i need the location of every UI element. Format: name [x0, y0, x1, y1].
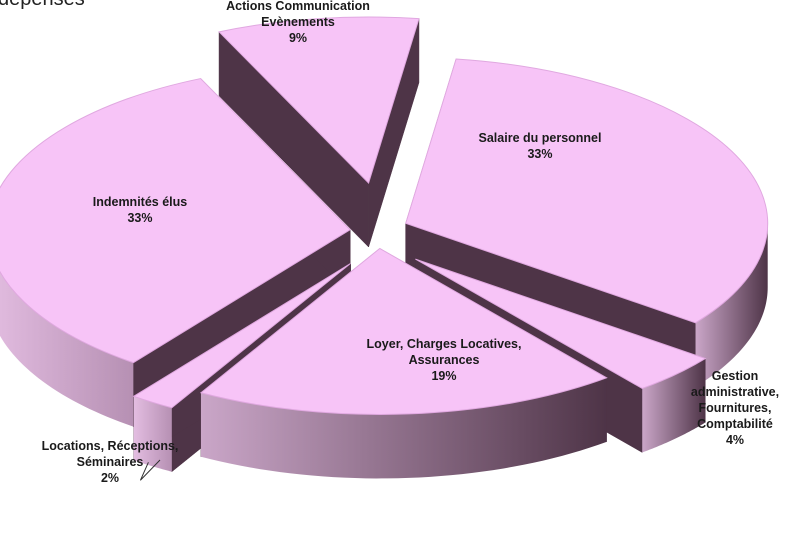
slice-name-line: Salaire du personnel — [479, 131, 602, 145]
slice-name-line: Fournitures, — [699, 401, 772, 415]
slice-label-2: Gestion administrative, Fournitures, Compta… — [691, 369, 779, 447]
slice-name-line: Evènements — [261, 15, 335, 29]
slice-name-line: Indemnités élus — [93, 195, 188, 209]
pie-slice-6 — [218, 16, 420, 248]
slice-value-label: 33% — [127, 211, 152, 225]
pie-slice-5 — [0, 77, 351, 428]
slice-front-wall-1 — [642, 358, 706, 453]
slice-top-face — [405, 58, 769, 324]
slice-name-line: Assurances — [409, 353, 480, 367]
slice-name-line: Actions Communication — [226, 0, 370, 13]
slice-label-3: Loyer, Charges Locatives, Assurances 19% — [367, 337, 522, 383]
slice-value-label: 2% — [101, 471, 119, 485]
leader-line — [139, 459, 161, 481]
slice-name-line: Gestion — [712, 369, 759, 383]
slice-top-face — [218, 16, 420, 184]
slice-top-face — [199, 247, 608, 415]
slice-name-line: Locations, Réceptions, — [42, 439, 179, 453]
slice-top-face — [415, 258, 707, 390]
slice-top-face — [0, 78, 351, 364]
slice-top-face — [132, 262, 351, 409]
slice-value-label: 19% — [431, 369, 456, 383]
slice-value-label: 9% — [289, 31, 307, 45]
slice-name-line: Loyer, Charges Locatives, — [367, 337, 522, 351]
page-title-fragment: dépenses — [0, 0, 85, 11]
slice-value-label: 4% — [726, 433, 744, 447]
slice-name-line: Séminaires — [77, 455, 144, 469]
slice-value-label: 33% — [527, 147, 552, 161]
slice-name-line: Comptabilité — [697, 417, 773, 431]
slice-name-line: administrative, — [691, 385, 779, 399]
slice-front-wall-1 — [133, 396, 172, 472]
slice-front-wall-1 — [695, 223, 768, 387]
slice-label-4: Locations, Réceptions, Séminaires 2% — [42, 439, 179, 485]
slice-label-5: Indemnités élus 33% — [93, 195, 188, 225]
pie-slice-3 — [199, 247, 608, 479]
slice-label-6: Actions Communication Evènements 9% — [226, 0, 370, 45]
slice-front-wall-1 — [200, 377, 607, 479]
slice-label-1: Salaire du personnel 33% — [479, 131, 602, 161]
